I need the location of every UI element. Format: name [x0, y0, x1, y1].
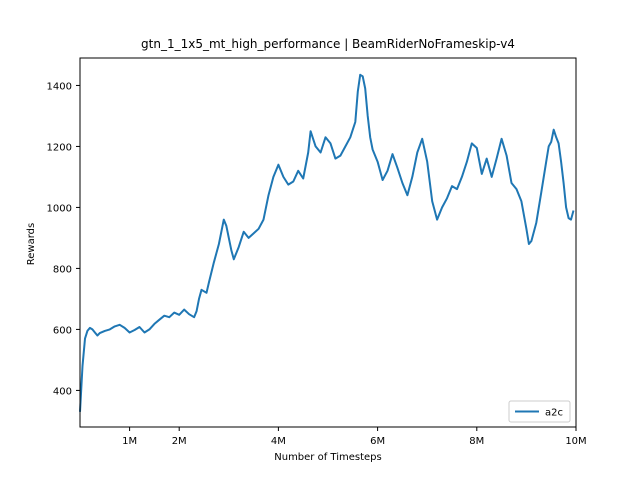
y-tick-label: 400 [53, 386, 72, 397]
x-tick-label: 8M [469, 436, 484, 447]
x-axis-label: Number of Timesteps [274, 452, 381, 463]
x-tick-label: 6M [370, 436, 385, 447]
y-tick-label: 800 [53, 264, 72, 275]
y-tick-label: 1200 [47, 142, 72, 153]
y-tick-label: 1400 [47, 81, 72, 92]
legend-label: a2c [545, 408, 563, 419]
x-tick-label: 10M [565, 436, 586, 447]
plot-area [79, 73, 575, 412]
legend: a2c [508, 400, 571, 423]
y-tick-label: 1000 [47, 203, 72, 214]
x-tick-label: 1M [122, 436, 137, 447]
y-tick-label: 600 [53, 325, 72, 336]
legend-box [508, 400, 571, 423]
series-line-a2c [79, 73, 575, 412]
y-axis-label: Rewards [26, 223, 37, 265]
axes: 1M 2M 4M 6M 8M 10M 400 600 800 1000 1200 1400 [47, 57, 587, 447]
axes-frame [79, 57, 577, 428]
x-tick-label: 2M [172, 436, 187, 447]
x-tick-label: 4M [271, 436, 286, 447]
chart-title: gtn_1_1x5_mt_high_performance | BeamRide… [141, 37, 515, 51]
